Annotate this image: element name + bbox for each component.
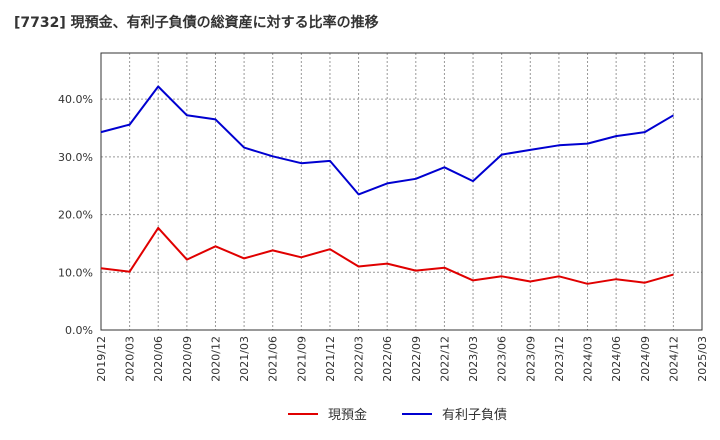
chart-title: [7732] 現預金、有利子負債の総資産に対する比率の推移 <box>14 15 379 31</box>
x-tick-label: 2020/06 <box>152 336 165 382</box>
plot-frame <box>100 52 703 331</box>
x-tick-label: 2019/12 <box>95 336 108 382</box>
x-tick-label: 2020/03 <box>124 336 137 382</box>
legend-item-cash: 現預金 <box>288 404 367 423</box>
legend-swatch-debt <box>402 412 432 415</box>
y-axis: 0.0% 10.0% 20.0% 30.0% 40.0% <box>58 93 93 337</box>
legend-item-debt: 有利子負債 <box>402 404 507 423</box>
legend: 現預金 有利子負債 <box>0 404 720 426</box>
x-tick-label: 2021/03 <box>238 336 251 382</box>
y-tick-label: 30.0% <box>58 151 93 164</box>
x-tick-label: 2023/03 <box>467 336 480 382</box>
x-axis: 2019/12 2020/03 2020/06 2020/09 2020/12 2021/… <box>95 336 709 382</box>
series-line-cash <box>100 226 674 285</box>
x-tick-label: 2024/12 <box>667 336 680 382</box>
y-tick-label: 20.0% <box>58 209 93 222</box>
x-tick-label: 2020/12 <box>209 336 222 382</box>
y-tick-label: 0.0% <box>65 324 93 337</box>
series-lines <box>100 85 674 285</box>
x-tick-label: 2023/09 <box>524 336 537 382</box>
x-tick-label: 2020/09 <box>181 336 194 382</box>
x-tick-label: 2021/12 <box>324 336 337 382</box>
x-tick-label: 2022/12 <box>438 336 451 382</box>
x-tick-label: 2024/06 <box>610 336 623 382</box>
x-tick-label: 2024/09 <box>639 336 652 382</box>
x-tick-label: 2022/09 <box>410 336 423 382</box>
x-tick-label: 2023/06 <box>496 336 509 382</box>
x-tick-label: 2022/03 <box>353 336 366 382</box>
x-tick-label: 2021/06 <box>267 336 280 382</box>
x-tick-label: 2025/03 <box>696 336 709 382</box>
legend-label-cash: 現預金 <box>328 408 368 423</box>
x-tick-label: 2021/09 <box>295 336 308 382</box>
y-tick-label: 10.0% <box>58 266 93 279</box>
legend-swatch-cash <box>288 412 318 415</box>
legend-label-debt: 有利子負債 <box>442 408 508 423</box>
grid-lines <box>101 53 702 330</box>
y-tick-label: 40.0% <box>58 93 93 106</box>
x-tick-label: 2024/03 <box>582 336 595 382</box>
x-tick-label: 2023/12 <box>553 336 566 382</box>
x-tick-label: 2022/06 <box>381 336 394 382</box>
